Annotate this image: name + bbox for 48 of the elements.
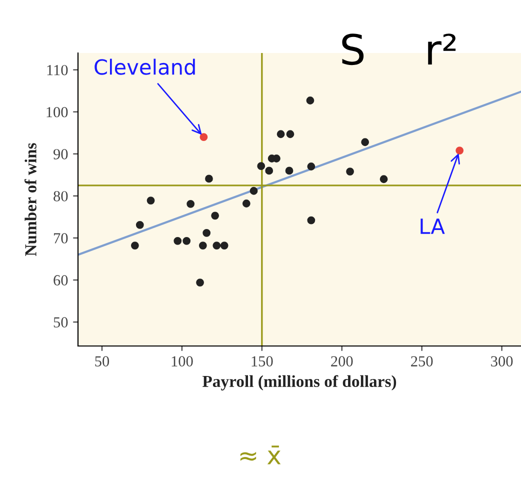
point [456, 146, 464, 154]
point [205, 174, 213, 183]
x-tick-label: 200 [331, 356, 353, 366]
x-tick-label: 50 [95, 356, 110, 366]
point [257, 162, 266, 170]
point [250, 186, 258, 195]
y-tick-label: 50 [54, 317, 68, 328]
point [361, 138, 370, 146]
x-tick-label: 100 [172, 356, 193, 366]
point [212, 242, 221, 250]
point [182, 236, 191, 245]
point [306, 96, 314, 104]
point [186, 200, 195, 208]
x-axis-title: Payroll (millions of dollars) [202, 375, 396, 390]
y-tick-label: 100 [46, 106, 68, 118]
annotation: r² [428, 34, 456, 64]
x-tick-label: 150 [252, 356, 273, 366]
point [276, 130, 285, 138]
point [202, 228, 211, 237]
y-tick-label: 110 [47, 64, 68, 76]
text: ≈ x̄ [240, 446, 281, 464]
point [130, 242, 139, 250]
x-tick-label: 250 [411, 356, 433, 366]
point [196, 278, 204, 286]
point [307, 216, 316, 224]
point [242, 200, 250, 208]
point [346, 168, 354, 176]
point [307, 162, 316, 170]
point [174, 236, 182, 245]
point [198, 242, 207, 250]
annotation: S [342, 34, 364, 66]
point [265, 166, 274, 175]
point [285, 166, 294, 175]
annotation: LA [420, 218, 445, 234]
x-tick-label: 300 [491, 356, 513, 366]
point [220, 242, 228, 250]
point [136, 220, 144, 229]
y-axis-title: Number of wins [24, 143, 36, 256]
y-tick-label: 90 [53, 149, 68, 160]
point [286, 130, 294, 138]
y-tick-label: 70 [54, 233, 68, 244]
point [380, 175, 388, 184]
point [211, 212, 220, 220]
point [146, 196, 155, 205]
y-tick-label: 60 [54, 275, 68, 286]
annotation: Cleveland [94, 58, 195, 75]
point [200, 133, 208, 142]
y-tick-label: 80 [54, 191, 68, 202]
